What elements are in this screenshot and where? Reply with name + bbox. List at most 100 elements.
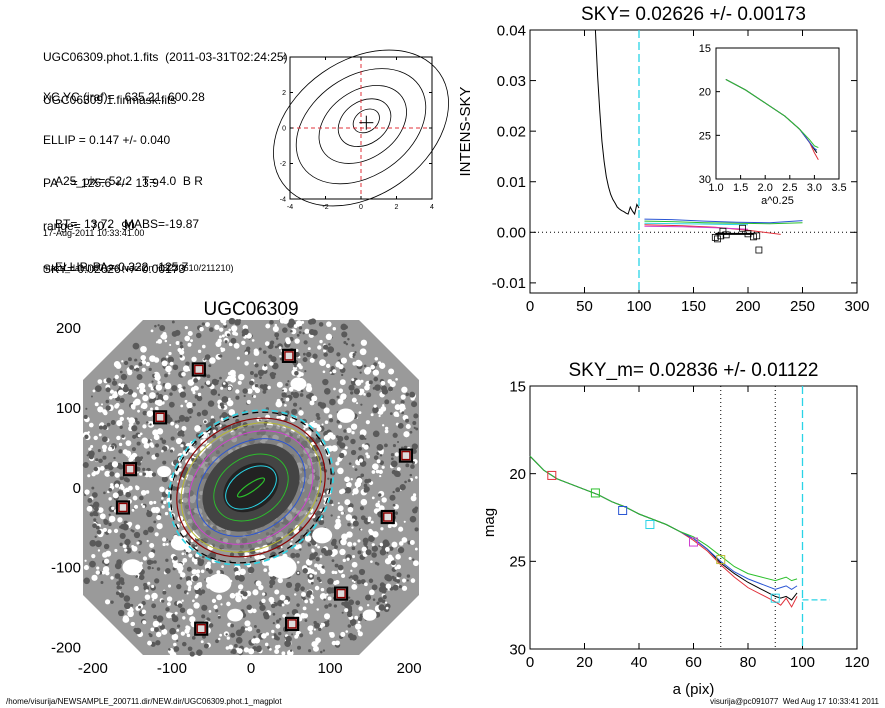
mag-x-tick-label: 60 <box>685 654 702 671</box>
image-noise-dot <box>261 633 267 639</box>
image-noise-dot <box>121 434 125 439</box>
image-noise-dot <box>142 394 149 402</box>
image-noise-dot <box>253 624 257 628</box>
image-noise-dot <box>210 388 218 396</box>
image-noise-dot <box>174 329 181 336</box>
image-noise-dot <box>343 429 347 433</box>
image-noise-dot <box>365 594 372 601</box>
image-noise-dot <box>312 420 315 423</box>
sky-y-tick-label: 0.02 <box>497 123 526 140</box>
image-noise-dot <box>144 594 151 600</box>
image-noise-dot <box>264 341 270 346</box>
image-noise-dot <box>315 557 320 562</box>
image-noise-dot <box>277 411 282 417</box>
image-noise-dot <box>372 406 379 414</box>
image-noise-dot <box>200 385 204 389</box>
image-noise-dot <box>121 360 124 363</box>
image-noise-dot <box>111 380 118 386</box>
image-noise-dot <box>320 622 324 625</box>
image-noise-dot <box>381 465 385 469</box>
image-noise-dot <box>328 414 333 419</box>
image-noise-dot <box>162 537 167 542</box>
image-noise-dot <box>293 364 297 368</box>
inset-x-tick-label: 2.0 <box>758 182 773 194</box>
image-noise-dot <box>186 402 193 409</box>
image-noise-dot <box>394 452 400 457</box>
image-noise-dot <box>363 393 366 396</box>
image-noise-dot <box>353 388 360 395</box>
image-noise-dot <box>135 524 141 530</box>
image-noise-dot <box>179 355 183 358</box>
image-noise-dot <box>141 367 146 372</box>
image-noise-dot <box>385 583 392 589</box>
centroid-y-tick-label: 4 <box>282 54 286 61</box>
image-noise-dot <box>175 340 180 346</box>
image-noise-dot <box>373 362 378 367</box>
image-noise-dot <box>187 379 195 386</box>
image-noise-dot <box>98 425 104 430</box>
image-noise-dot <box>163 500 167 505</box>
image-noise-dot <box>331 559 335 563</box>
image-noise-dot <box>94 506 99 512</box>
image-noise-dot <box>405 423 411 430</box>
image-noise-dot <box>118 383 122 387</box>
masked-region <box>268 556 297 579</box>
image-noise-dot <box>313 571 318 575</box>
image-noise-dot <box>346 531 353 538</box>
image-noise-dot <box>223 322 227 326</box>
image-noise-dot <box>141 402 148 410</box>
image-noise-dot <box>338 364 344 370</box>
image-noise-dot <box>161 439 167 445</box>
image-noise-dot <box>165 568 171 574</box>
image-noise-dot <box>389 546 394 551</box>
image-noise-dot <box>86 505 93 512</box>
image-noise-dot <box>319 555 323 558</box>
image-noise-dot <box>226 399 234 407</box>
image-noise-dot <box>340 511 344 515</box>
image-noise-dot <box>122 616 130 623</box>
masked-star-box-inner <box>287 619 297 629</box>
sky-square-marker <box>739 224 746 232</box>
sky-y-tick-label: 0.03 <box>497 73 526 90</box>
image-noise-dot <box>136 541 140 545</box>
image-noise-dot <box>172 556 178 561</box>
masked-star-box-inner <box>284 351 294 361</box>
image-noise-dot <box>234 332 239 336</box>
info-line: UGC06309.1.finmask.fits <box>43 93 177 107</box>
image-noise-dot <box>94 385 102 392</box>
image-noise-dot <box>189 651 195 657</box>
image-noise-dot <box>95 570 100 575</box>
image-noise-dot <box>103 519 109 525</box>
image-noise-dot <box>213 604 218 610</box>
image-noise-dot <box>102 566 110 573</box>
image-noise-dot <box>313 628 316 631</box>
image-noise-dot <box>360 339 368 346</box>
image-noise-dot <box>368 589 375 596</box>
image-noise-dot <box>142 620 147 625</box>
image-noise-dot <box>343 341 347 345</box>
mag-x-tick-label: 80 <box>740 654 757 671</box>
image-noise-dot <box>279 355 282 358</box>
image-noise-dot <box>142 472 146 476</box>
image-noise-dot <box>168 648 171 651</box>
image-noise-dot <box>165 607 170 612</box>
masked-star-box-inner <box>196 623 206 634</box>
image-noise-dot <box>139 472 143 476</box>
image-noise-dot <box>299 407 302 410</box>
info-line: ELLIP = 0.147 +/- 0.040 <box>43 133 171 147</box>
image-noise-dot <box>340 488 346 494</box>
image-noise-dot <box>131 458 134 462</box>
image-noise-dot <box>274 345 278 349</box>
image-noise-dot <box>391 575 395 580</box>
image-noise-dot <box>247 566 255 574</box>
image-noise-dot <box>405 418 409 423</box>
image-noise-dot <box>116 420 123 427</box>
image-noise-dot <box>155 631 162 638</box>
image-noise-dot <box>349 575 353 579</box>
image-noise-dot <box>350 477 353 481</box>
image-noise-dot <box>263 363 267 367</box>
image-noise-dot <box>348 596 351 599</box>
image-y-tick-label: 200 <box>56 320 81 337</box>
image-noise-dot <box>272 612 276 616</box>
image-noise-dot <box>171 385 178 392</box>
